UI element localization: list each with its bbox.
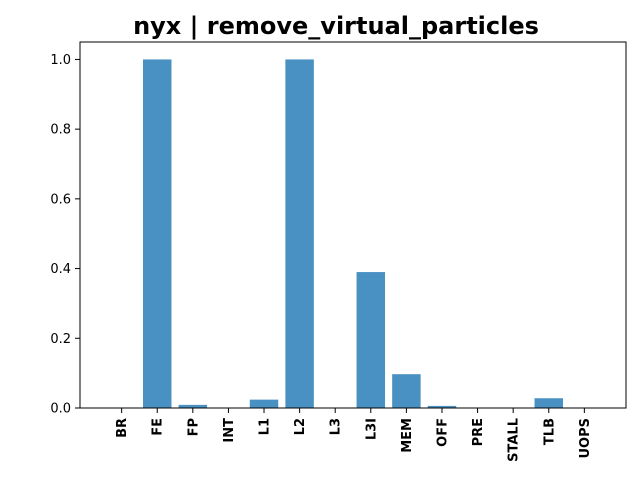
x-tick-label-stall: STALL [507, 418, 522, 462]
x-tick-label-off: OFF [435, 418, 450, 447]
x-tick-label-l3: L3 [329, 418, 344, 435]
bar-off [427, 405, 457, 408]
y-tick-label: 0.8 [50, 123, 71, 138]
x-tick-label-fe: FE [151, 418, 166, 436]
y-tick-label: 0.2 [50, 332, 71, 347]
y-tick-label: 0.6 [50, 192, 71, 207]
bar-fe [143, 59, 172, 409]
x-tick-label-int: INT [222, 418, 237, 443]
x-tick-label-fp: FP [186, 418, 201, 436]
bar-mem [392, 374, 421, 408]
plot-frame [79, 41, 627, 409]
bar-l1 [249, 399, 279, 408]
x-tick-label-br: BR [115, 418, 130, 438]
x-tick-label-tlb: TLB [542, 418, 557, 445]
bar-l3i [356, 272, 386, 408]
x-tick-label-l3i: L3I [364, 418, 379, 440]
x-tick-label-uops: UOPS [578, 418, 593, 459]
chart-title: nyx | remove_virtual_particles [133, 12, 539, 40]
bar-l2 [285, 59, 314, 409]
x-axis: BR FE FP INT L1 L2 L3 L3I MEM OFF PRE STALL TLB UOPS [115, 408, 593, 462]
x-tick-label-mem: MEM [400, 418, 415, 453]
bars-group [143, 59, 563, 409]
bar-tlb [534, 398, 563, 408]
x-tick-label-l2: L2 [293, 418, 308, 435]
y-tick-label: 0.4 [50, 262, 71, 277]
y-tick-label: 0.0 [50, 402, 71, 417]
x-tick-label-pre: PRE [471, 418, 486, 446]
x-tick-label-l1: L1 [258, 418, 273, 435]
y-axis: 0.0 0.2 0.4 0.6 0.8 1.0 [50, 53, 80, 417]
y-tick-label: 1.0 [50, 53, 71, 68]
bar-fp [178, 404, 208, 408]
